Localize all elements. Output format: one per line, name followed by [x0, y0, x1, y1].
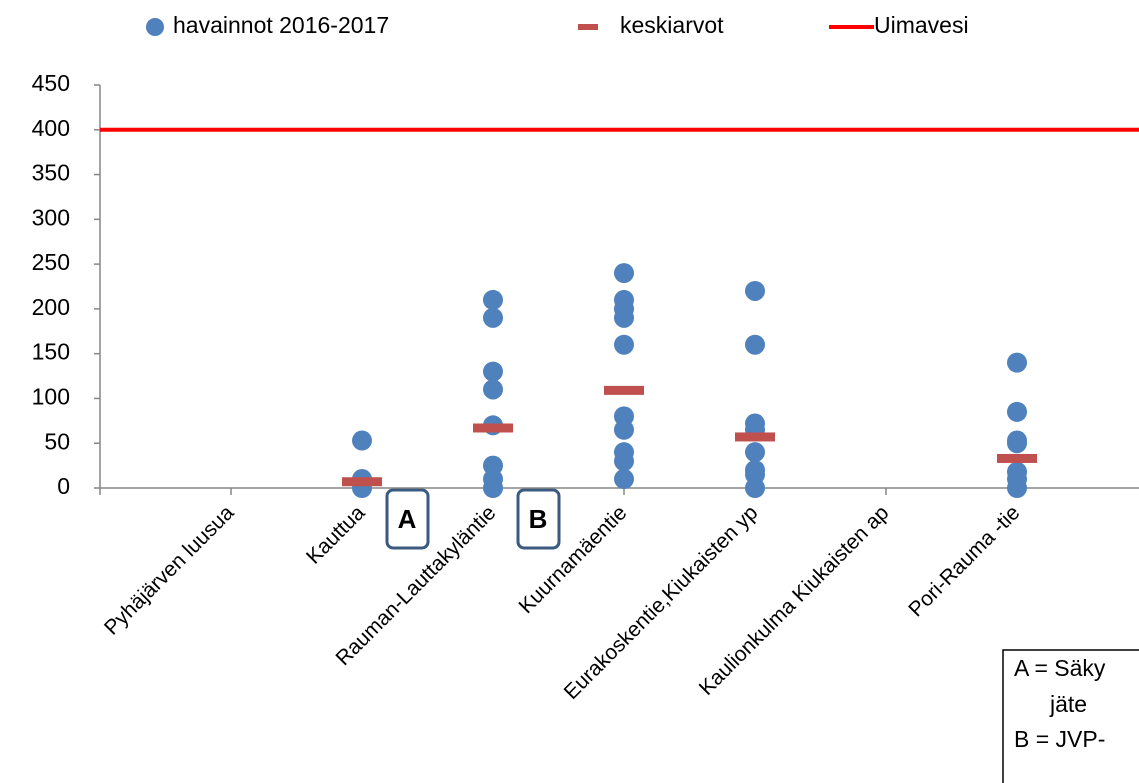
- annotation: A: [398, 504, 417, 534]
- y-tick-label: 150: [32, 339, 70, 365]
- note-box: [1002, 649, 1139, 783]
- observation-dot: [614, 334, 634, 355]
- observation-dot: [483, 289, 503, 310]
- x-tick-label: Pyhäjärven luusua: [100, 501, 239, 640]
- observation-dot: [483, 361, 503, 382]
- legend-marker: [146, 18, 164, 36]
- note-line: B = JVP-: [1014, 726, 1105, 752]
- observation-dot: [352, 430, 372, 451]
- observation-dot: [614, 307, 634, 328]
- observation-dot: [1007, 433, 1027, 454]
- observation-dot: [745, 280, 765, 301]
- x-tick-label: Kauttua: [302, 501, 370, 569]
- y-tick-label: 200: [32, 294, 70, 320]
- y-tick-label: 0: [57, 473, 70, 499]
- y-tick-label: 350: [32, 160, 70, 186]
- y-tick-label: 450: [32, 70, 70, 96]
- legend-label: keskiarvot: [620, 12, 724, 38]
- observation-dot: [614, 263, 634, 284]
- mean-marker: [604, 385, 644, 395]
- annotation-box: [385, 488, 430, 550]
- mean-marker: [735, 432, 775, 442]
- y-tick-label: 100: [32, 384, 70, 410]
- annotation-box: [516, 488, 561, 550]
- observation-dot: [614, 419, 634, 440]
- annotation: B: [529, 504, 548, 534]
- observation-dot: [1007, 401, 1027, 422]
- y-tick-label: 250: [32, 249, 70, 275]
- observation-dot: [483, 307, 503, 328]
- mean-marker: [997, 453, 1037, 463]
- observation-dot: [1007, 478, 1027, 498]
- mean-marker: [342, 477, 382, 487]
- observation-dot: [614, 469, 634, 490]
- observation-dot: [483, 379, 503, 400]
- legend-label: Uimavesi: [874, 12, 969, 38]
- observation-dot: [1007, 352, 1027, 373]
- note-line: A = Säky: [1014, 655, 1106, 681]
- observation-dot: [745, 478, 765, 498]
- observation-dot: [614, 451, 634, 472]
- y-tick-label: 400: [32, 115, 70, 141]
- x-tick-label: Pori-Rauma -tie: [904, 501, 1024, 621]
- observation-dot: [745, 442, 765, 463]
- y-tick-label: 300: [32, 204, 70, 230]
- note-line: jäte: [1049, 691, 1087, 717]
- y-tick-label: 50: [44, 428, 70, 454]
- observation-dot: [483, 478, 503, 498]
- legend-marker: [578, 24, 598, 30]
- legend-label: havainnot 2016-2017: [173, 12, 389, 38]
- mean-marker: [473, 423, 513, 433]
- observation-dot: [745, 334, 765, 355]
